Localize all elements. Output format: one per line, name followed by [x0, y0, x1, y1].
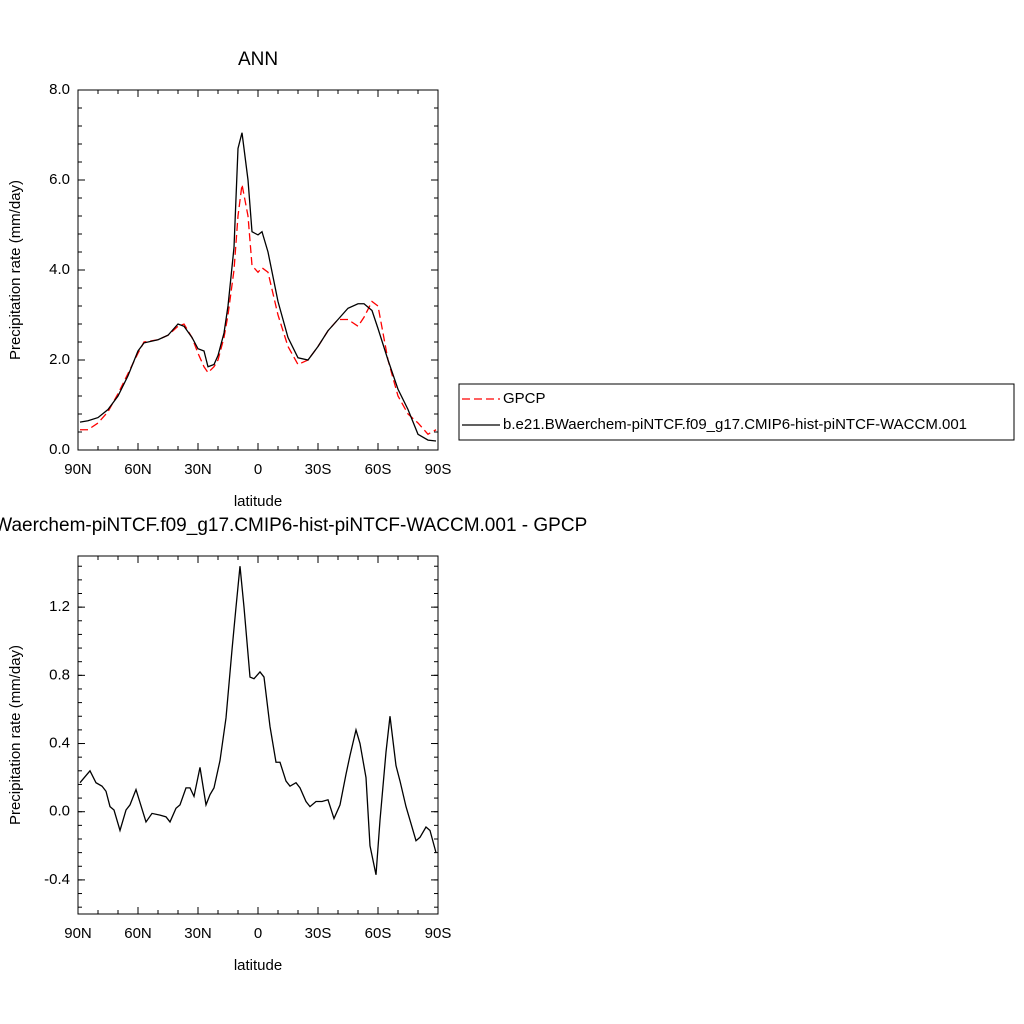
data-line: [79, 566, 437, 875]
x-tick-label: 0: [254, 461, 262, 478]
chart-title: b.e21.BWaerchem-piNTCF.f09_g17.CMIP6-his…: [0, 515, 587, 536]
y-axis-label: Precipitation rate (mm/day): [7, 645, 24, 825]
y-tick-label: 8.0: [49, 81, 70, 98]
legend-label: b.e21.BWaerchem-piNTCF.f09_g17.CMIP6-his…: [503, 416, 967, 433]
x-tick-label: 90N: [64, 461, 92, 478]
x-tick-label: 30S: [305, 461, 332, 478]
y-tick-label: 4.0: [49, 261, 70, 278]
y-tick-label: 0.0: [49, 803, 70, 820]
y-tick-label: 1.2: [49, 598, 70, 615]
y-tick-label: 2.0: [49, 351, 70, 368]
x-tick-label: 90S: [425, 925, 452, 942]
y-tick-label: 6.0: [49, 171, 70, 188]
y-tick-label: -0.4: [44, 871, 70, 888]
data-line: [80, 184, 437, 436]
legend-box: [458, 383, 1015, 441]
x-tick-label: 30N: [184, 925, 212, 942]
legend-label: GPCP: [503, 390, 546, 407]
x-tick-label: 30N: [184, 461, 212, 478]
x-tick-label: 0: [254, 925, 262, 942]
x-tick-label: 30S: [305, 925, 332, 942]
x-tick-label: 90N: [64, 925, 92, 942]
x-tick-label: 60S: [365, 925, 392, 942]
y-tick-label: 0.0: [49, 441, 70, 458]
x-tick-label: 60S: [365, 461, 392, 478]
x-axis-label: latitude: [234, 493, 282, 510]
x-tick-label: 60N: [124, 461, 152, 478]
x-tick-label: 60N: [124, 925, 152, 942]
x-tick-label: 90S: [425, 461, 452, 478]
y-tick-label: 0.8: [49, 666, 70, 683]
y-tick-label: 0.4: [49, 734, 70, 751]
plot-frame: [77, 89, 439, 451]
plot-frame: [77, 555, 439, 915]
y-axis-label: Precipitation rate (mm/day): [7, 180, 24, 360]
chart-title: ANN: [238, 49, 278, 70]
data-line: [79, 132, 437, 442]
x-axis-label: latitude: [234, 957, 282, 974]
